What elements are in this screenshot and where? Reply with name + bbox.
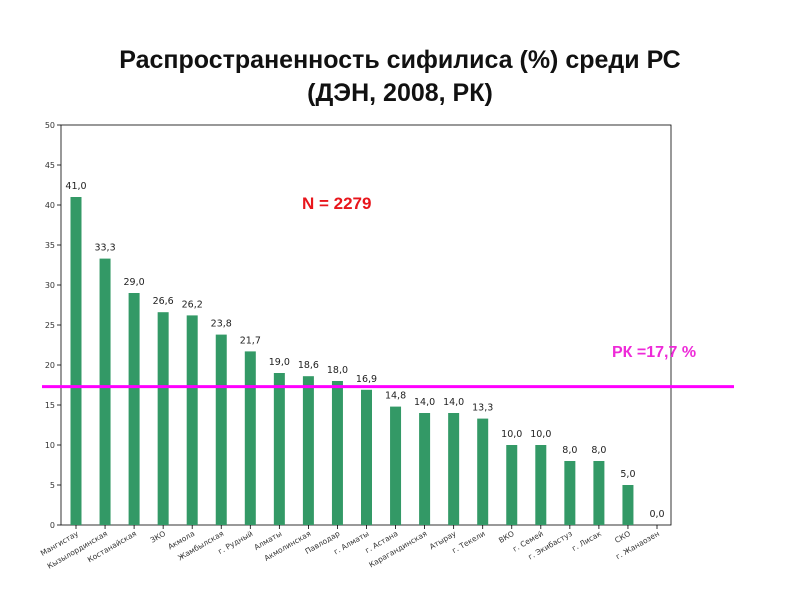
bar-value-label: 19,0 — [269, 357, 290, 368]
bar-value-label: 0,0 — [649, 509, 664, 520]
bar — [506, 445, 518, 525]
bar-value-label: 29,0 — [124, 277, 145, 288]
bar-value-label: 13,3 — [472, 403, 493, 414]
bar — [535, 445, 547, 525]
bar — [186, 315, 198, 525]
bar — [390, 406, 402, 525]
x-tick-label: ВКО — [497, 529, 516, 545]
bar-value-label: 18,6 — [298, 360, 319, 371]
y-tick-label: 25 — [45, 321, 55, 330]
x-tick-label: г. Лисак — [570, 529, 603, 553]
chart-title-line-1: Распространенность сифилиса (%) среди РС — [119, 46, 681, 74]
y-tick-label: 45 — [45, 161, 55, 170]
bar-value-label: 5,0 — [620, 469, 635, 480]
bar — [244, 351, 256, 525]
y-tick-label: 35 — [45, 241, 55, 250]
chart-title-line-2: (ДЭН, 2008, РК) — [307, 79, 493, 107]
bar — [361, 389, 372, 525]
bar — [622, 485, 634, 525]
chart-title: Распространенность сифилиса (%) среди РС… — [0, 44, 800, 110]
bar-value-label: 8,0 — [562, 445, 577, 456]
bar — [448, 413, 460, 525]
y-tick-label: 30 — [45, 281, 55, 290]
bar — [331, 381, 343, 525]
bar — [273, 373, 285, 525]
bar — [70, 197, 82, 525]
bar-value-label: 26,2 — [182, 299, 203, 310]
bar-value-label: 21,7 — [240, 335, 261, 346]
bar — [419, 413, 431, 525]
bar-value-label: 26,6 — [153, 296, 174, 307]
bars — [70, 197, 634, 525]
x-tick-label: ЗКО — [149, 529, 167, 545]
y-tick-label: 50 — [45, 121, 55, 130]
bar — [302, 376, 314, 525]
bar — [477, 418, 489, 525]
bar — [215, 334, 227, 525]
y-tick-label: 0 — [50, 521, 55, 530]
y-tick-label: 5 — [50, 481, 55, 490]
bar — [157, 312, 169, 525]
y-tick-label: 15 — [45, 401, 55, 410]
y-tick-label: 40 — [45, 201, 55, 210]
bar-value-label: 8,0 — [591, 445, 606, 456]
bar-value-label: 14,0 — [414, 397, 435, 408]
bar — [99, 258, 111, 525]
bar — [128, 293, 140, 525]
bar-value-label: 18,0 — [327, 365, 348, 376]
bar-value-label: 41,0 — [65, 181, 86, 192]
x-tick-label: СКО — [613, 529, 632, 545]
x-tick-label: г. Текели — [450, 529, 486, 555]
bar-value-label: 33,3 — [94, 243, 115, 254]
reference-line-label: РК =17,7 % — [612, 344, 697, 361]
y-axis: 0 5 10 15 20 25 30 35 40 45 50 — [45, 121, 61, 530]
bar-value-label: 14,0 — [443, 397, 464, 408]
y-tick-label: 20 — [45, 361, 55, 370]
bar — [593, 461, 605, 525]
bar-value-label: 10,0 — [530, 429, 551, 440]
bar-value-label: 10,0 — [501, 429, 522, 440]
sample-size-annotation: N = 2279 — [302, 194, 372, 213]
value-labels: 41,0 33,3 29,0 26,6 26,2 23,8 21,7 19,0 18,6 18,0… — [65, 181, 664, 520]
bar-value-label: 16,9 — [356, 374, 377, 385]
y-tick-label: 10 — [45, 441, 55, 450]
bar-value-label: 14,8 — [385, 391, 406, 402]
bar-value-label: 23,8 — [211, 319, 232, 330]
bar — [564, 461, 576, 525]
